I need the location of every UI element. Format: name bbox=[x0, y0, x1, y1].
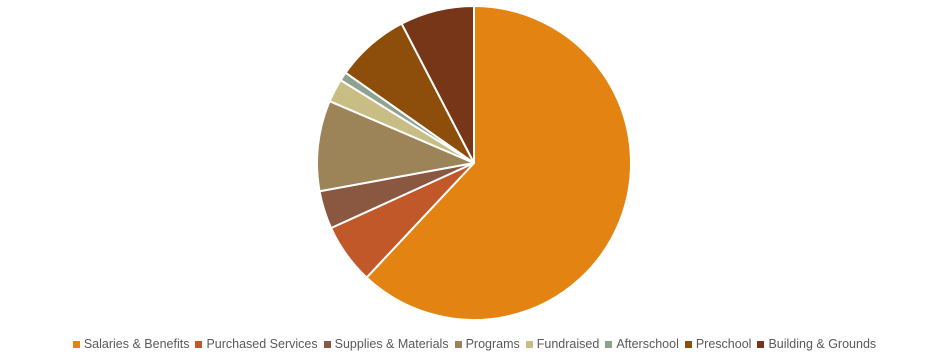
legend-item: Purchased Services bbox=[195, 337, 318, 351]
legend-item: Preschool bbox=[684, 337, 752, 351]
pie-slice-building-grounds bbox=[400, 5, 475, 164]
legend-item: Building & Grounds bbox=[757, 337, 876, 351]
legend-swatch bbox=[72, 340, 80, 348]
legend-item: Salaries & Benefits bbox=[72, 337, 190, 351]
legend-label: Salaries & Benefits bbox=[83, 337, 190, 351]
legend-swatch bbox=[525, 340, 533, 348]
legend-label: Programs bbox=[465, 337, 520, 351]
legend-swatch bbox=[454, 340, 462, 348]
legend-label: Supplies & Materials bbox=[334, 337, 449, 351]
legend-label: Preschool bbox=[695, 337, 752, 351]
legend-swatch bbox=[195, 340, 203, 348]
pie-slice-programs bbox=[316, 100, 475, 193]
legend-label: Fundraised bbox=[536, 337, 600, 351]
pie-slice-salaries-benefits bbox=[365, 5, 632, 321]
legend-swatch bbox=[323, 340, 331, 348]
legend-item: Fundraised bbox=[525, 337, 600, 351]
legend-swatch bbox=[757, 340, 765, 348]
legend-label: Afterschool bbox=[616, 337, 679, 351]
legend-item: Afterschool bbox=[605, 337, 679, 351]
pie-chart bbox=[316, 5, 632, 321]
legend-label: Building & Grounds bbox=[768, 337, 877, 351]
legend-label: Purchased Services bbox=[206, 337, 318, 351]
legend-swatch bbox=[684, 340, 692, 348]
legend-swatch bbox=[605, 340, 613, 348]
pie-slices bbox=[316, 5, 632, 321]
legend-item: Supplies & Materials bbox=[323, 337, 449, 351]
chart-legend: Salaries & Benefits Purchased Services Sup… bbox=[0, 333, 949, 355]
legend-item: Programs bbox=[454, 337, 520, 351]
